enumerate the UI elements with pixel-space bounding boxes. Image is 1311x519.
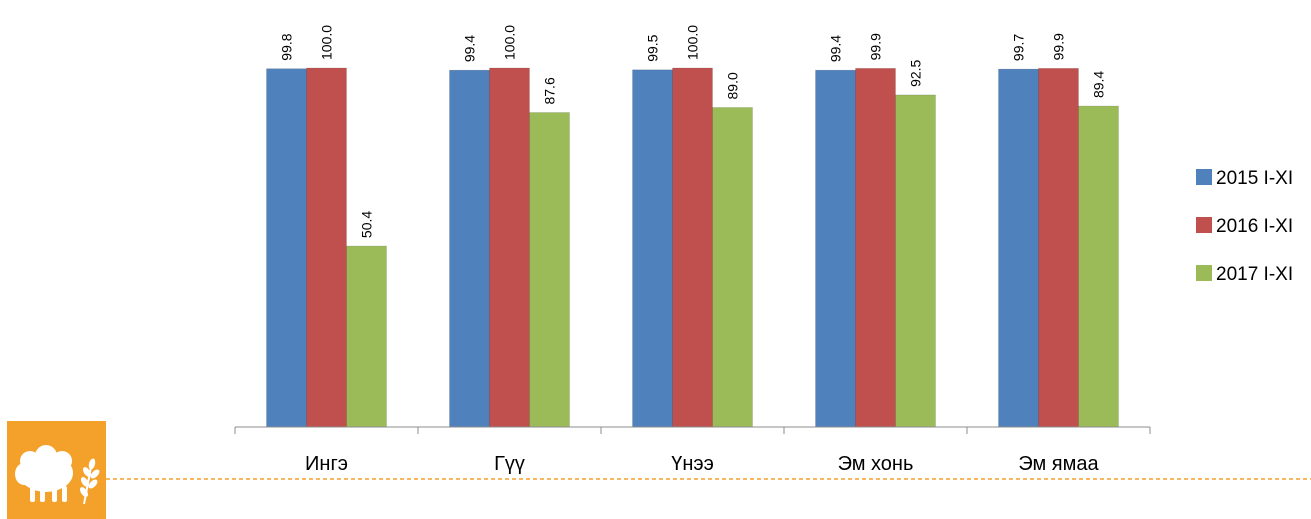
category-label: Үнээ bbox=[671, 453, 714, 475]
data-label: 100.0 bbox=[685, 25, 701, 60]
legend-swatch-2017-i-xi bbox=[1196, 265, 1212, 281]
category-label: Гүү bbox=[494, 453, 525, 475]
legend: 2015 I-XI 2016 I-XI 2017 I-XI bbox=[1196, 168, 1293, 285]
category-label: Эм хонь bbox=[838, 453, 914, 475]
legend-swatch-2015-i-xi bbox=[1196, 169, 1212, 185]
bar-2016-i-xi bbox=[489, 67, 530, 428]
bar-2017-i-xi bbox=[712, 107, 753, 428]
data-label: 99.8 bbox=[279, 33, 295, 60]
data-label: 99.4 bbox=[462, 35, 478, 62]
bar-2016-i-xi bbox=[1038, 68, 1079, 428]
category-label: Ингэ bbox=[305, 453, 348, 475]
legend-label: 2016 I-XI bbox=[1216, 216, 1293, 237]
bar-2016-i-xi bbox=[855, 68, 896, 428]
sheep-badge bbox=[7, 421, 106, 519]
data-label: 99.7 bbox=[1011, 34, 1027, 61]
bar-2015-i-xi bbox=[449, 69, 490, 428]
data-label: 50.4 bbox=[359, 211, 375, 238]
x-axis bbox=[234, 426, 1151, 434]
data-label: 100.0 bbox=[319, 25, 335, 60]
legend-swatch-2016-i-xi bbox=[1196, 217, 1212, 233]
data-label: 89.0 bbox=[725, 72, 741, 99]
bars-group bbox=[266, 67, 1119, 428]
category-labels-group: Ингэ Гүү Үнээ Эм хонь Эм ямаа bbox=[305, 453, 1099, 475]
bar-2017-i-xi bbox=[895, 94, 936, 428]
bar-2016-i-xi bbox=[672, 67, 713, 428]
data-label: 99.4 bbox=[828, 35, 844, 62]
bar-2015-i-xi bbox=[632, 69, 673, 428]
bar-2015-i-xi bbox=[998, 68, 1039, 428]
data-label: 99.9 bbox=[868, 33, 884, 60]
bar-2016-i-xi bbox=[306, 67, 347, 428]
wheat-icon bbox=[79, 458, 100, 505]
bar-2017-i-xi bbox=[1078, 105, 1119, 428]
bar-2017-i-xi bbox=[529, 112, 570, 428]
data-label: 87.6 bbox=[542, 77, 558, 104]
legend-label: 2015 I-XI bbox=[1216, 168, 1293, 189]
data-label: 99.5 bbox=[645, 34, 661, 61]
data-label: 100.0 bbox=[502, 25, 518, 60]
sheep-icon bbox=[15, 445, 73, 502]
bar-2015-i-xi bbox=[266, 68, 307, 428]
value-labels-group: 99.8 100.0 50.4 99.4 100.0 87.6 99.5 100.0 89.0 9… bbox=[279, 25, 1107, 238]
data-label: 89.4 bbox=[1091, 71, 1107, 98]
bar-2017-i-xi bbox=[346, 245, 387, 428]
data-label: 92.5 bbox=[908, 59, 924, 86]
legend-label: 2017 I-XI bbox=[1216, 264, 1293, 285]
category-label: Эм ямаа bbox=[1018, 453, 1099, 475]
data-label: 99.9 bbox=[1051, 33, 1067, 60]
bar-2015-i-xi bbox=[815, 69, 856, 428]
